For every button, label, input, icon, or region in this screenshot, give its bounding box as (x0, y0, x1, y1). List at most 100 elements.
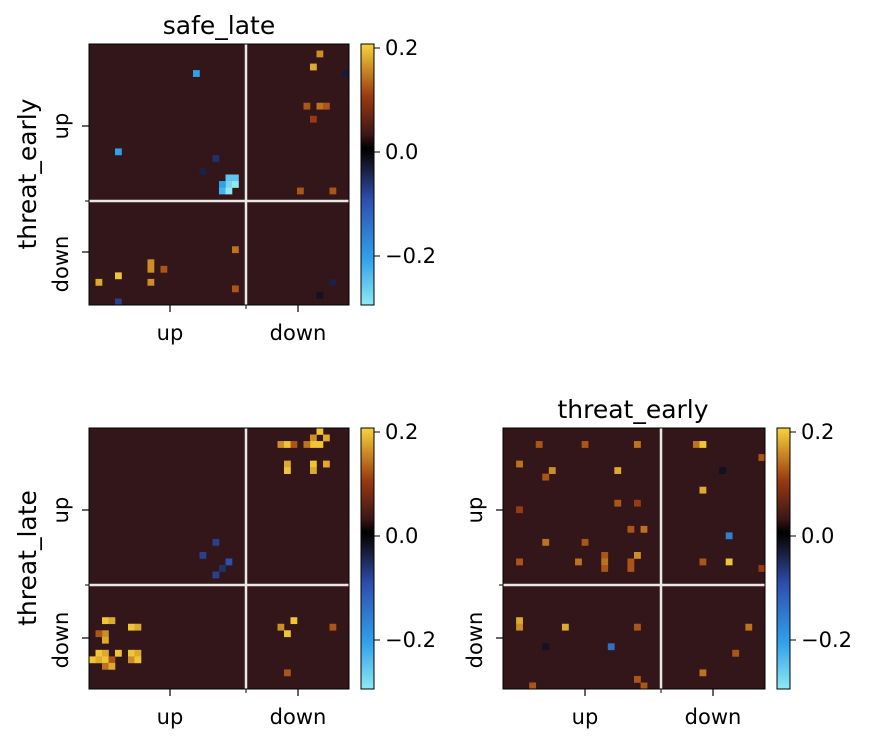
heatmap-cell (147, 278, 155, 286)
heatmap-cell (134, 649, 142, 657)
heatmap-cell (284, 669, 291, 677)
plot-frame (502, 427, 766, 690)
heatmap-cell (212, 571, 220, 579)
heatmap-cell (134, 623, 142, 631)
heatmap-cell (310, 467, 317, 474)
heatmap-cell (561, 623, 569, 631)
heatmap-cell (516, 506, 523, 514)
heatmap-cell (601, 565, 609, 572)
heatmap-cell (128, 656, 135, 664)
heatmap-cell (160, 265, 168, 273)
y-tick-label: down (463, 612, 487, 669)
heatmap-cell (316, 102, 324, 110)
heatmap-cell (516, 460, 523, 468)
heatmap-cell (102, 662, 109, 670)
heatmap-cell (323, 434, 330, 442)
heatmap-cell (225, 174, 233, 182)
colorbar-gradient (776, 427, 791, 690)
heatmap-cell (310, 115, 317, 123)
y-tick-label: up (49, 497, 73, 524)
heatmap-cell (108, 617, 116, 625)
y-tick-label: up (463, 497, 487, 524)
heatmap-cell (219, 187, 226, 195)
heatmap-cell (232, 174, 239, 182)
x-tick-label: down (270, 321, 327, 345)
heatmap-cell (732, 649, 740, 657)
heatmap-cell (284, 441, 291, 448)
heatmap-cell (634, 675, 641, 683)
panel-threat-early: threat_early up down up down 0.2 0.0 −0.… (463, 395, 852, 729)
heatmap-cell (225, 187, 233, 195)
heatmap-cell (581, 441, 589, 448)
y-tick-label: up (49, 113, 73, 140)
colorbar-tick-label: −0.2 (385, 628, 436, 652)
heatmap-cell (329, 187, 337, 195)
heatmap-cell (699, 441, 707, 448)
heatmap-cell (95, 656, 103, 664)
heatmap-cell (310, 434, 317, 442)
heatmap-cell (219, 565, 226, 572)
heatmap-cell (277, 623, 285, 631)
heatmap-cell (310, 460, 317, 468)
heatmap-cell (212, 538, 220, 546)
heatmap-cell (719, 467, 726, 474)
heatmap-cells (95, 50, 350, 306)
colorbar-tick-label: −0.2 (801, 628, 852, 652)
heatmap-cell (535, 441, 543, 448)
heatmap-cell (634, 499, 641, 507)
heatmap-cell (323, 460, 330, 468)
heatmap-cell (284, 467, 291, 474)
heatmap-cell (542, 643, 550, 651)
heatmap-cell (323, 102, 330, 110)
heatmap-cell (575, 558, 582, 566)
colorbar-tick-label: 0.2 (385, 36, 418, 60)
heatmap-cell (284, 460, 291, 468)
heatmap-cell (640, 525, 648, 533)
colorbar-tick-label: 0.2 (385, 420, 418, 444)
heatmap-cell (627, 525, 635, 533)
heatmap-cell (108, 662, 116, 670)
heatmap-cell (640, 682, 648, 690)
heatmap-cell (634, 551, 641, 559)
heatmap-cell (614, 467, 622, 474)
heatmap-cell (102, 636, 109, 644)
heatmap-cell (725, 532, 733, 540)
heatmap-cell (316, 50, 324, 58)
panel-title: safe_late (163, 11, 275, 40)
heatmap-cell (219, 181, 226, 188)
heatmap-cell (147, 259, 155, 267)
colorbar: 0.2 0.0 −0.2 (360, 420, 436, 690)
heatmap-cell (95, 649, 103, 657)
heatmap-cell (147, 265, 155, 273)
x-tick-label: up (157, 321, 184, 345)
heatmap-cell (699, 669, 707, 677)
colorbar: 0.2 0.0 −0.2 (776, 420, 852, 690)
heatmap-cell (699, 558, 707, 566)
heatmap-cell (627, 565, 635, 572)
heatmap-cell (303, 441, 311, 448)
heatmap-cell (108, 656, 116, 664)
heatmap-cell (290, 617, 298, 625)
heatmap-cell (277, 441, 285, 448)
heatmap-cells (89, 428, 337, 677)
heatmap-cell (607, 643, 615, 651)
colorbar-tick-label: 0.0 (385, 140, 418, 164)
heatmap-cell (614, 499, 622, 507)
heatmap-cell (601, 551, 609, 559)
heatmap-cell (316, 291, 324, 299)
heatmap-cell (758, 454, 766, 461)
heatmap-cell (627, 558, 635, 566)
y-tick-label: down (49, 612, 73, 669)
heatmap-cell (758, 565, 766, 572)
x-tick-label: up (572, 705, 599, 729)
heatmap-cell (303, 102, 311, 110)
heatmap-cell (548, 467, 556, 474)
heatmap-background (89, 428, 349, 689)
heatmap-cell (199, 551, 207, 559)
x-tick-label: down (685, 705, 742, 729)
heatmap-cell (232, 246, 239, 254)
heatmap-cell (199, 167, 207, 175)
heatmap-cell (692, 441, 700, 448)
heatmap-cell (115, 148, 122, 156)
x-tick-label: up (157, 705, 184, 729)
